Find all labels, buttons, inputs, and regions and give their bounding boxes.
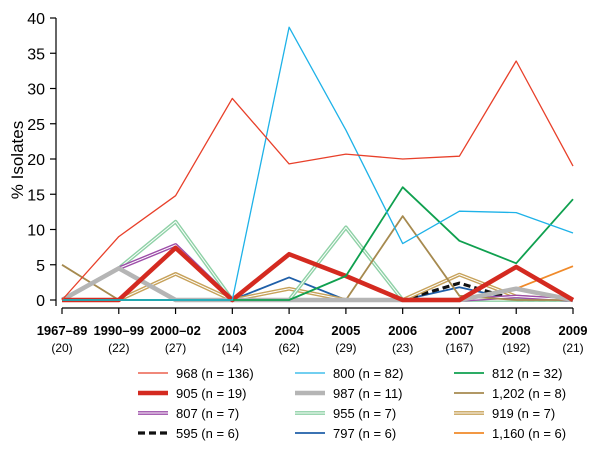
x-count-label: (14) [222, 341, 243, 355]
legend-item: 905 (n = 19) [138, 386, 246, 401]
series-line [62, 26, 574, 301]
legend-label: 1,160 (n = 6) [492, 426, 566, 441]
legend: 968 (n = 136) 800 (n = 82) 812 (n = 32) 905… [138, 366, 566, 441]
legend-label: 812 (n = 32) [492, 366, 562, 381]
x-tick-label: 2007 [445, 323, 474, 338]
x-tick-label: 2003 [218, 323, 247, 338]
y-tick-label: 0 [36, 293, 45, 310]
x-tick-label: 2006 [388, 323, 417, 338]
x-count-label: (192) [502, 341, 530, 355]
legend-label: 800 (n = 82) [333, 366, 403, 381]
x-count-label: (23) [392, 341, 413, 355]
chart-axes [50, 17, 574, 314]
x-tick-label: 1967–89 [37, 323, 88, 338]
y-axis-label: % Isolates [8, 121, 27, 199]
x-count-label: (22) [108, 341, 129, 355]
legend-label: 797 (n = 6) [333, 426, 396, 441]
legend-item: 1,202 (n = 8) [454, 386, 566, 401]
series-lines [60, 26, 575, 303]
legend-item: 919 (n = 7) [454, 406, 555, 421]
x-tick-label: 2008 [502, 323, 531, 338]
y-tick-label: 35 [27, 46, 45, 63]
legend-item: 595 (n = 6) [138, 426, 239, 441]
legend-item: 955 (n = 7) [295, 406, 396, 421]
x-tick-label: 2004 [275, 323, 305, 338]
x-tick-label: 2005 [331, 323, 360, 338]
legend-item: 812 (n = 32) [454, 366, 562, 381]
legend-label: 919 (n = 7) [492, 406, 555, 421]
y-tick-label: 25 [27, 117, 45, 134]
x-tick-label: 1990–99 [93, 323, 144, 338]
y-tick-label: 40 [27, 11, 45, 28]
y-tick-label: 15 [27, 187, 45, 204]
series-line [61, 60, 574, 301]
legend-item: 797 (n = 6) [295, 426, 396, 441]
x-count-label: (62) [278, 341, 299, 355]
x-count-label: (27) [165, 341, 186, 355]
y-tick-label: 20 [27, 152, 45, 169]
y-tick-label: 5 [36, 258, 45, 275]
legend-label: 807 (n = 7) [176, 406, 239, 421]
legend-item: 1,160 (n = 6) [454, 426, 566, 441]
legend-label: 1,202 (n = 8) [492, 386, 566, 401]
series-line [62, 245, 575, 303]
x-tick-label: 2000–02 [150, 323, 201, 338]
x-count-label: (29) [335, 341, 356, 355]
series-line [60, 266, 574, 303]
y-tick-label: 10 [27, 223, 45, 240]
x-count-label: (20) [51, 341, 72, 355]
x-count-label: (167) [445, 341, 473, 355]
legend-item: 800 (n = 82) [295, 366, 403, 381]
legend-label: 595 (n = 6) [176, 426, 239, 441]
x-tick-label: 2009 [559, 323, 588, 338]
legend-label: 987 (n = 11) [333, 386, 403, 401]
legend-item: 987 (n = 11) [295, 386, 403, 401]
legend-label: 905 (n = 19) [176, 386, 246, 401]
tick-labels: 0 5 10 15 20 25 30 35 40 1967–89 (20) 1990–99 (22) 20… [27, 11, 587, 355]
legend-label: 955 (n = 7) [333, 406, 396, 421]
legend-label: 968 (n = 136) [176, 366, 254, 381]
x-count-label: (21) [562, 341, 583, 355]
y-tick-label: 30 [27, 82, 45, 99]
legend-item: 968 (n = 136) [138, 366, 254, 381]
legend-item: 807 (n = 7) [138, 406, 239, 421]
